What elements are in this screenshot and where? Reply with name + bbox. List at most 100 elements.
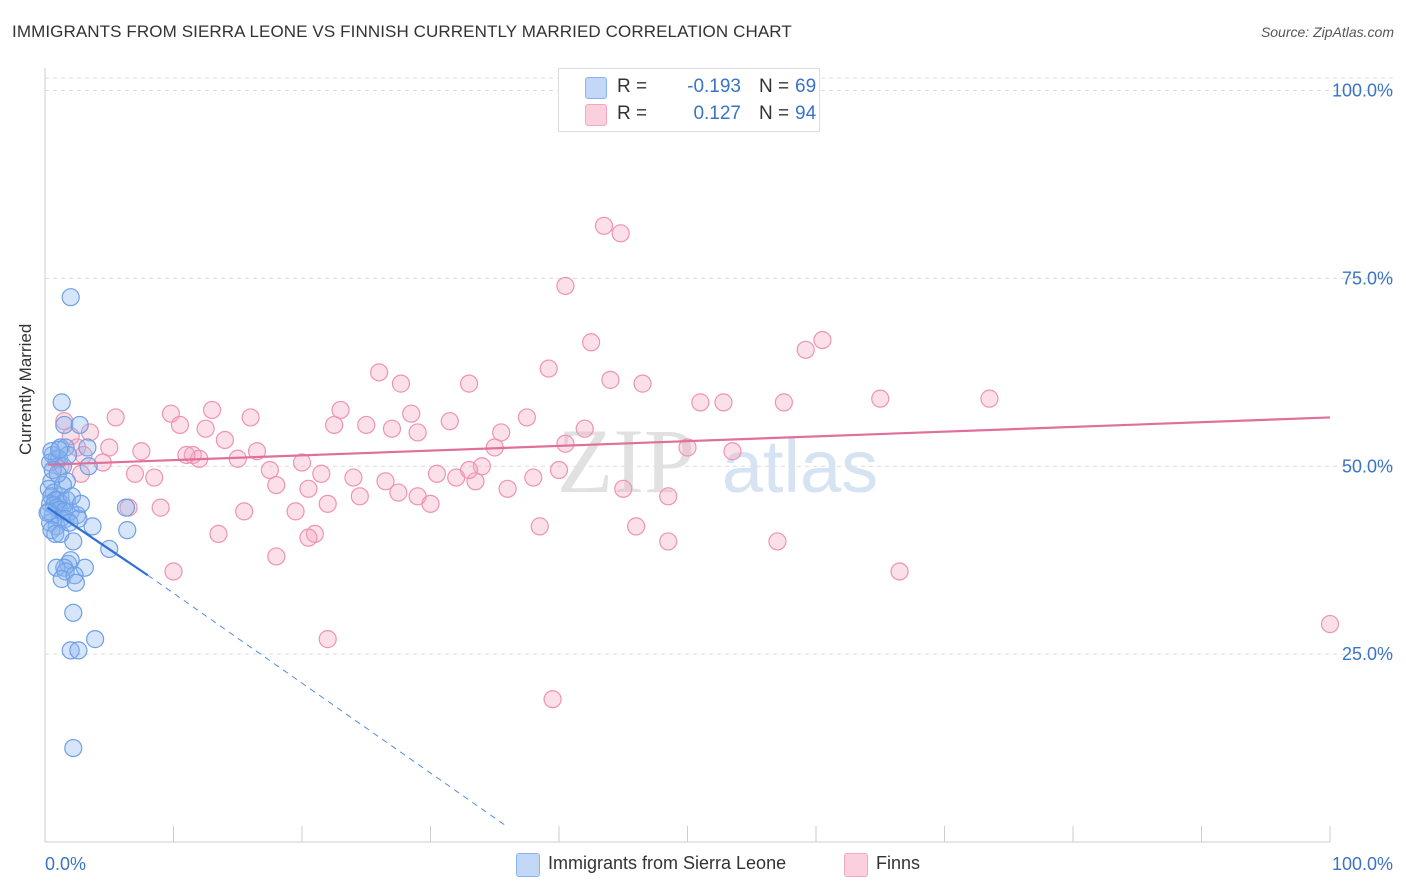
data-point — [408, 423, 427, 442]
data-point — [980, 389, 999, 408]
data-point — [614, 479, 633, 498]
data-point — [64, 738, 83, 758]
data-point — [202, 400, 222, 420]
data-point — [421, 494, 440, 513]
y-tick-label: 50.0% — [1342, 456, 1393, 476]
data-point — [125, 464, 145, 483]
data-point — [549, 460, 569, 480]
r-label: R = — [617, 76, 648, 97]
data-point — [70, 415, 89, 435]
data-point — [370, 363, 389, 382]
data-point — [286, 502, 305, 521]
data-point — [357, 415, 376, 435]
data-point — [65, 566, 84, 585]
series-finns — [51, 216, 1340, 709]
axes — [44, 68, 1331, 843]
data-point — [871, 389, 890, 408]
data-point — [145, 468, 164, 487]
series-layer — [38, 216, 1340, 758]
data-point — [318, 630, 337, 649]
data-point — [556, 276, 575, 296]
data-point — [299, 528, 318, 547]
data-point — [151, 498, 170, 517]
data-point — [402, 404, 421, 423]
data-point — [774, 393, 793, 412]
trend-line-finns — [47, 416, 1331, 466]
data-point — [723, 442, 742, 461]
data-point — [659, 487, 678, 506]
trend-line-sierra-leone — [46, 506, 149, 577]
data-point — [796, 340, 815, 359]
legend-label: Immigrants from Sierra Leone — [548, 853, 787, 873]
data-point — [241, 408, 260, 427]
data-point — [100, 438, 119, 457]
data-point — [539, 359, 558, 378]
n-value: 94 — [795, 103, 817, 124]
data-point — [71, 464, 91, 483]
data-point — [69, 641, 88, 660]
data-point — [132, 442, 151, 461]
data-point — [106, 408, 125, 427]
data-point — [48, 464, 67, 483]
data-point — [118, 521, 137, 540]
data-point — [466, 472, 485, 491]
data-point — [440, 412, 459, 431]
trend-line-extension — [147, 574, 508, 828]
grid-lines — [45, 77, 1394, 655]
y-tick-label: 100.0% — [1332, 81, 1393, 101]
series-sierra-leone — [38, 288, 137, 758]
legend-swatch-blue — [585, 77, 607, 99]
data-point — [215, 430, 234, 450]
data-point — [209, 524, 228, 544]
data-point — [582, 333, 601, 352]
data-point — [325, 415, 344, 435]
y-tick-label: 25.0% — [1342, 644, 1393, 664]
data-point — [86, 630, 105, 649]
legend-swatch-pink — [585, 104, 607, 126]
data-point — [235, 502, 254, 521]
r-value: -0.193 — [687, 76, 741, 97]
data-point — [260, 460, 279, 480]
tick-labels: 25.0% 50.0% 75.0% 100.0% 0.0% 100.0% — [45, 81, 1393, 874]
data-point — [350, 487, 369, 506]
data-point — [61, 288, 80, 307]
data-point — [61, 641, 80, 660]
legend-label: Finns — [876, 853, 921, 873]
data-point — [247, 442, 267, 461]
data-point — [196, 419, 215, 438]
data-point — [459, 460, 479, 480]
data-point — [389, 483, 408, 502]
data-point — [292, 453, 312, 472]
data-point — [42, 442, 61, 461]
n-value: 69 — [795, 76, 817, 97]
data-point — [331, 400, 350, 420]
data-point — [382, 419, 402, 438]
r-value: 0.127 — [693, 103, 741, 124]
data-point — [344, 468, 363, 487]
data-point — [47, 558, 66, 577]
trend-layer — [46, 416, 1331, 828]
data-point — [64, 603, 83, 622]
data-point — [299, 479, 318, 498]
data-point — [312, 464, 331, 483]
data-point — [64, 532, 83, 551]
y-axis-label: Currently Married — [16, 323, 35, 455]
watermark: ZIP atlas — [557, 410, 878, 512]
data-point — [50, 440, 69, 459]
data-point — [459, 374, 479, 393]
data-point — [46, 524, 65, 544]
data-point — [52, 393, 71, 412]
data-point — [376, 472, 395, 491]
chart-title: IMMIGRANTS FROM SIERRA LEONE VS FINNISH … — [12, 22, 792, 41]
data-point — [524, 468, 543, 487]
data-point — [556, 434, 575, 453]
source-label: Source: ZipAtlas.com — [1260, 24, 1394, 40]
data-point — [601, 370, 620, 389]
data-point — [691, 393, 710, 412]
data-point — [626, 517, 646, 536]
data-point — [575, 419, 594, 438]
data-point — [492, 423, 511, 442]
y-tick-label: 75.0% — [1342, 268, 1393, 288]
r-label: R = — [617, 103, 648, 124]
data-point — [116, 498, 136, 517]
